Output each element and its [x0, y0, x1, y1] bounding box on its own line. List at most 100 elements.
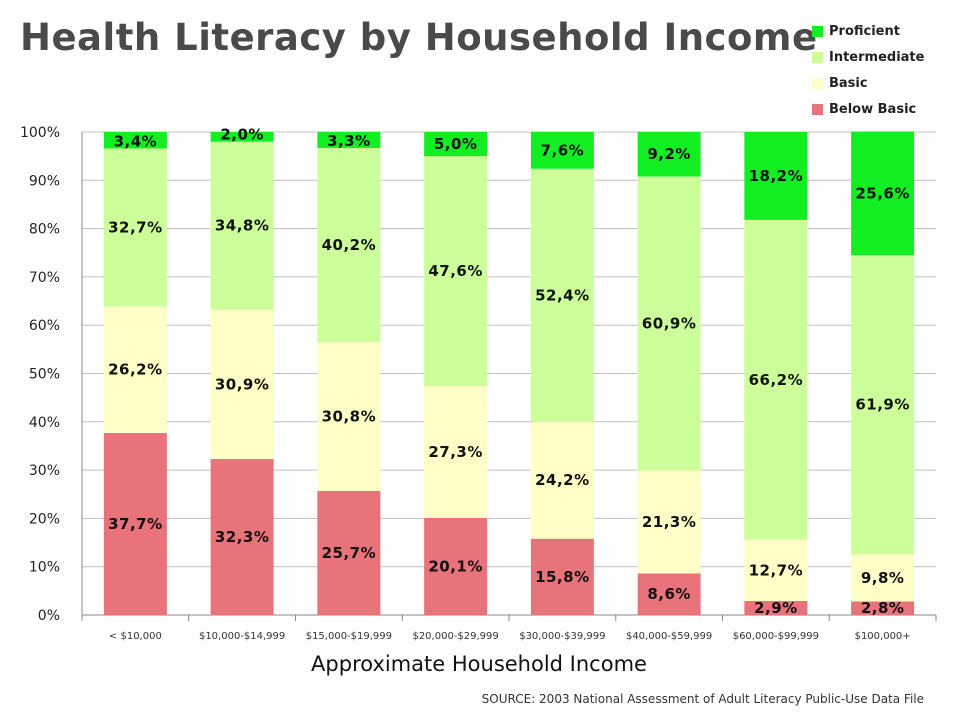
y-tick-label: 20%	[29, 511, 60, 527]
bar-segment-intermediate	[424, 156, 488, 387]
data-label: 47,6%	[428, 262, 483, 280]
data-label: 25,7%	[322, 544, 377, 562]
data-label: 25,6%	[855, 184, 910, 202]
legend-swatch	[812, 77, 823, 89]
data-label: 37,7%	[108, 515, 163, 533]
y-tick-label: 60%	[29, 318, 60, 334]
bar-segment-proficient	[317, 132, 381, 148]
bar-segment-basic	[851, 554, 915, 602]
data-label: 18,2%	[749, 167, 804, 185]
legend-item-intermediate: Intermediate	[812, 44, 924, 70]
x-tick-label: $20,000-$29,999	[412, 631, 498, 642]
data-label: 27,3%	[428, 443, 483, 461]
data-label: 2,9%	[754, 599, 798, 617]
data-label: 2,0%	[220, 126, 264, 144]
y-tick-label: 50%	[29, 367, 60, 383]
bar-segment-below-basic	[103, 432, 167, 615]
data-label: 40,2%	[322, 236, 377, 254]
x-axis-title: Approximate Household Income	[311, 652, 647, 676]
y-tick-label: 80%	[29, 222, 60, 238]
x-tick-label: < $10,000	[109, 631, 162, 642]
bar-segment-basic	[103, 306, 167, 433]
data-label: 3,4%	[114, 132, 158, 150]
bar-segment-basic	[744, 539, 808, 601]
legend: Proficient Intermediate Basic Below Basic	[812, 18, 924, 122]
bar-segment-intermediate	[637, 176, 701, 471]
bar-segment-below-basic	[744, 600, 808, 615]
bar-segment-basic	[637, 470, 701, 574]
data-label: 2,8%	[861, 599, 905, 617]
bar-segment-basic	[210, 309, 274, 459]
bar-segment-intermediate	[210, 141, 274, 310]
bar-segment-intermediate	[851, 255, 915, 555]
y-tick-label: 70%	[29, 270, 60, 286]
bar-segment-proficient	[103, 132, 167, 149]
data-label: 32,3%	[215, 528, 270, 546]
data-label: 15,8%	[535, 568, 590, 586]
bar-segment-below-basic	[637, 573, 701, 615]
data-label: 21,3%	[642, 513, 697, 531]
data-label: 24,2%	[535, 471, 590, 489]
legend-label: Proficient	[829, 23, 900, 39]
data-label: 66,2%	[749, 371, 804, 389]
bar-segment-proficient	[851, 131, 915, 256]
legend-label: Below Basic	[829, 101, 917, 117]
y-tick-label: 0%	[38, 608, 60, 624]
legend-label: Intermediate	[829, 49, 925, 65]
data-label: 9,8%	[861, 569, 905, 587]
legend-swatch	[812, 25, 823, 37]
bar-segment-proficient	[210, 132, 274, 142]
data-label: 32,7%	[108, 218, 163, 236]
legend-label: Basic	[829, 75, 868, 91]
x-tick-label: $30,000-$39,999	[519, 631, 605, 642]
y-tick-label: 100%	[20, 125, 60, 141]
source-note: SOURCE: 2003 National Assessment of Adul…	[481, 692, 924, 706]
data-label: 34,8%	[215, 217, 270, 235]
data-label: 8,6%	[647, 585, 691, 603]
legend-swatch	[812, 103, 823, 115]
x-tick-label: $15,000-$19,999	[306, 631, 392, 642]
data-label: 7,6%	[541, 141, 585, 159]
legend-item-proficient: Proficient	[812, 18, 924, 44]
x-tick-label: $60,000-$99,999	[733, 631, 819, 642]
data-label: 30,9%	[215, 375, 270, 393]
chart-title: Health Literacy by Household Income	[20, 16, 818, 59]
legend-item-basic: Basic	[812, 70, 924, 96]
bar-segment-below-basic	[424, 517, 488, 615]
bar-segment-proficient	[637, 132, 701, 177]
bar-segment-below-basic	[530, 538, 594, 615]
data-label: 61,9%	[855, 396, 910, 414]
bar-segment-below-basic	[851, 601, 915, 615]
y-tick-label: 10%	[29, 560, 60, 576]
bar-segment-proficient	[530, 132, 594, 169]
data-label: 30,8%	[322, 407, 377, 425]
bar-segment-basic	[530, 421, 594, 539]
x-tick-label: $10,000-$14,999	[199, 631, 285, 642]
bar-segment-below-basic	[317, 490, 381, 615]
bar-segment-below-basic	[210, 458, 274, 615]
y-tick-label: 90%	[29, 173, 60, 189]
bar-segment-basic	[424, 386, 488, 518]
data-label: 60,9%	[642, 315, 697, 333]
bar-segment-intermediate	[530, 168, 594, 422]
data-label: 52,4%	[535, 286, 590, 304]
bar-segment-basic	[317, 342, 381, 491]
y-tick-label: 40%	[29, 415, 60, 431]
bar-segment-proficient	[424, 132, 488, 157]
data-label: 12,7%	[749, 561, 804, 579]
data-label: 26,2%	[108, 361, 163, 379]
data-label: 3,3%	[327, 132, 371, 150]
x-tick-label: $40,000-$59,999	[626, 631, 712, 642]
data-label: 5,0%	[434, 135, 478, 153]
x-tick-label: $100,000+	[855, 631, 911, 642]
bar-segment-proficient	[744, 132, 808, 220]
y-tick-label: 30%	[29, 463, 60, 479]
bar-segment-intermediate	[744, 219, 808, 540]
legend-swatch	[812, 51, 823, 63]
data-label: 20,1%	[428, 557, 483, 575]
bar-segment-intermediate	[103, 148, 167, 307]
legend-item-below-basic: Below Basic	[812, 96, 924, 122]
bar-segment-intermediate	[317, 147, 381, 343]
data-label: 9,2%	[647, 145, 691, 163]
